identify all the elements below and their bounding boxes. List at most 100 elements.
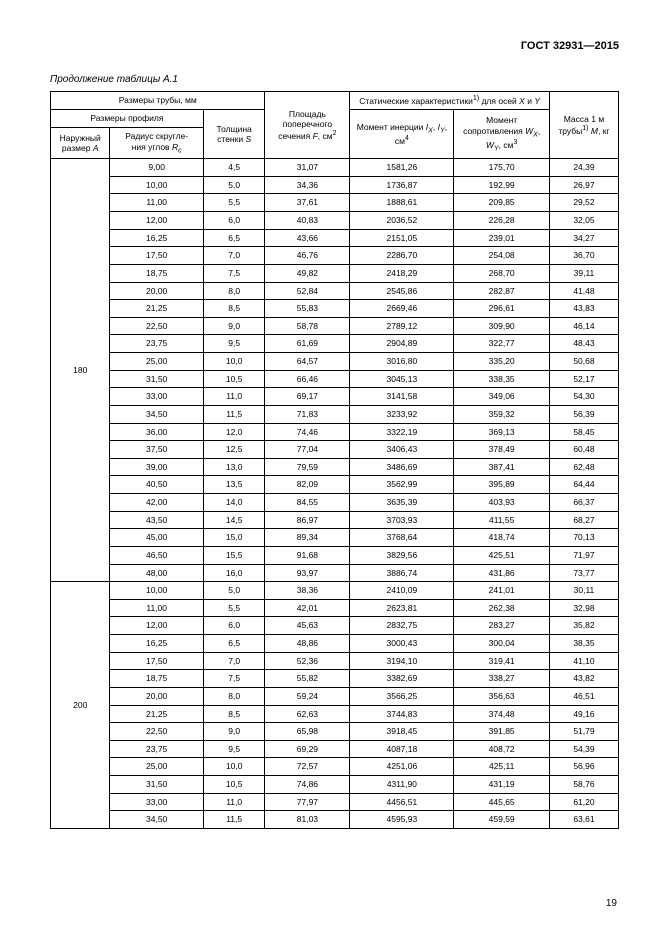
cell: 3233,92 bbox=[350, 405, 454, 423]
cell: 42,00 bbox=[110, 494, 203, 512]
cell: 45,00 bbox=[110, 529, 203, 547]
cell: 64,57 bbox=[265, 353, 350, 371]
cell: 40,50 bbox=[110, 476, 203, 494]
cell: 2151,05 bbox=[350, 229, 454, 247]
cell: 391,85 bbox=[454, 723, 550, 741]
cell: 55,83 bbox=[265, 300, 350, 318]
table-body: 1809,004,531,071581,26175,7024,3910,005,… bbox=[51, 159, 619, 829]
cell: 43,66 bbox=[265, 229, 350, 247]
table-row: 34,5011,571,833233,92359,3256,39 bbox=[51, 405, 619, 423]
hdr-dims: Размеры трубы, мм bbox=[51, 92, 265, 110]
hdr-S: Толщина стенки S bbox=[203, 110, 265, 159]
cell: 32,98 bbox=[549, 599, 618, 617]
table-continuation-label: Продолжение таблицы А.1 bbox=[50, 74, 619, 85]
table-row: 43,5014,586,973703,93411,5568,27 bbox=[51, 511, 619, 529]
cell: 24,39 bbox=[549, 159, 618, 177]
cell: 3744,83 bbox=[350, 705, 454, 723]
cell: 2286,70 bbox=[350, 247, 454, 265]
cell: 8,0 bbox=[203, 687, 265, 705]
table-row: 12,006,040,832036,52226,2832,05 bbox=[51, 212, 619, 230]
cell: 3406,43 bbox=[350, 441, 454, 459]
table-row: 20,008,052,842545,86282,8741,48 bbox=[51, 282, 619, 300]
table-row: 25,0010,064,573016,80335,2050,68 bbox=[51, 353, 619, 371]
table-row: 39,0013,079,593486,69387,4162,48 bbox=[51, 458, 619, 476]
cell: 74,46 bbox=[265, 423, 350, 441]
cell: 3829,56 bbox=[350, 546, 454, 564]
cell: 1581,26 bbox=[350, 159, 454, 177]
cell: 34,27 bbox=[549, 229, 618, 247]
cell: 309,90 bbox=[454, 317, 550, 335]
cell: 45,63 bbox=[265, 617, 350, 635]
cell: 32,05 bbox=[549, 212, 618, 230]
cell: 322,77 bbox=[454, 335, 550, 353]
cell: 31,50 bbox=[110, 370, 203, 388]
cell: 38,36 bbox=[265, 582, 350, 600]
cell: 48,86 bbox=[265, 635, 350, 653]
cell: 14,0 bbox=[203, 494, 265, 512]
cell: 18,75 bbox=[110, 670, 203, 688]
cell: 89,34 bbox=[265, 529, 350, 547]
cell: 10,5 bbox=[203, 776, 265, 794]
cell: 62,48 bbox=[549, 458, 618, 476]
cell: 77,04 bbox=[265, 441, 350, 459]
cell: 31,50 bbox=[110, 776, 203, 794]
cell: 408,72 bbox=[454, 740, 550, 758]
cell: 10,0 bbox=[203, 353, 265, 371]
cell: 283,27 bbox=[454, 617, 550, 635]
cell: 6,5 bbox=[203, 635, 265, 653]
document-id: ГОСТ 32931—2015 bbox=[50, 40, 619, 52]
table-row: 42,0014,084,553635,39403,9366,37 bbox=[51, 494, 619, 512]
table-row: 22,509,065,983918,45391,8551,79 bbox=[51, 723, 619, 741]
cell: 338,27 bbox=[454, 670, 550, 688]
table-row: 34,5011,581,034595,93459,5963,61 bbox=[51, 811, 619, 829]
cell: 418,74 bbox=[454, 529, 550, 547]
cell: 36,70 bbox=[549, 247, 618, 265]
cell: 359,32 bbox=[454, 405, 550, 423]
cell: 9,5 bbox=[203, 335, 265, 353]
cell: 66,37 bbox=[549, 494, 618, 512]
cell: 30,11 bbox=[549, 582, 618, 600]
table-row: 22,509,058,782789,12309,9046,14 bbox=[51, 317, 619, 335]
cell: 33,00 bbox=[110, 388, 203, 406]
cell: 5,0 bbox=[203, 582, 265, 600]
table-row: 11,005,542,012623,81262,3832,98 bbox=[51, 599, 619, 617]
table-row: 1809,004,531,071581,26175,7024,39 bbox=[51, 159, 619, 177]
cell: 61,20 bbox=[549, 793, 618, 811]
cell: 23,75 bbox=[110, 335, 203, 353]
cell: 93,97 bbox=[265, 564, 350, 582]
cell: 7,0 bbox=[203, 247, 265, 265]
cell: 3768,64 bbox=[350, 529, 454, 547]
hdr-A: Наружный размер A bbox=[51, 128, 110, 159]
cell: 4251,06 bbox=[350, 758, 454, 776]
table-row: 18,757,555,823382,69338,2743,82 bbox=[51, 670, 619, 688]
cell: 5,5 bbox=[203, 194, 265, 212]
cell: 9,0 bbox=[203, 723, 265, 741]
cell: 3141,58 bbox=[350, 388, 454, 406]
cell: 82,09 bbox=[265, 476, 350, 494]
cell: 34,50 bbox=[110, 405, 203, 423]
cell: 10,00 bbox=[110, 582, 203, 600]
cell: 12,00 bbox=[110, 617, 203, 635]
table-row: 11,005,537,611888,61209,8529,52 bbox=[51, 194, 619, 212]
cell: 35,82 bbox=[549, 617, 618, 635]
table-row: 20,008,059,243566,25356,6346,51 bbox=[51, 687, 619, 705]
table-row: 10,005,034,361736,87192,9926,97 bbox=[51, 176, 619, 194]
cell: 18,75 bbox=[110, 264, 203, 282]
cell: 61,69 bbox=[265, 335, 350, 353]
cell: 241,01 bbox=[454, 582, 550, 600]
table-row: 16,256,548,863000,43300,0438,35 bbox=[51, 635, 619, 653]
cell: 46,50 bbox=[110, 546, 203, 564]
cell: 262,38 bbox=[454, 599, 550, 617]
cell: 2545,86 bbox=[350, 282, 454, 300]
table-row: 17,507,052,363194,10319,4141,10 bbox=[51, 652, 619, 670]
cell: 9,00 bbox=[110, 159, 203, 177]
cell: 425,51 bbox=[454, 546, 550, 564]
cell: 11,00 bbox=[110, 599, 203, 617]
cell: 445,65 bbox=[454, 793, 550, 811]
cell: 431,86 bbox=[454, 564, 550, 582]
cell: 79,59 bbox=[265, 458, 350, 476]
cell: 58,78 bbox=[265, 317, 350, 335]
cell: 425,11 bbox=[454, 758, 550, 776]
cell: 282,87 bbox=[454, 282, 550, 300]
cell: 7,5 bbox=[203, 670, 265, 688]
